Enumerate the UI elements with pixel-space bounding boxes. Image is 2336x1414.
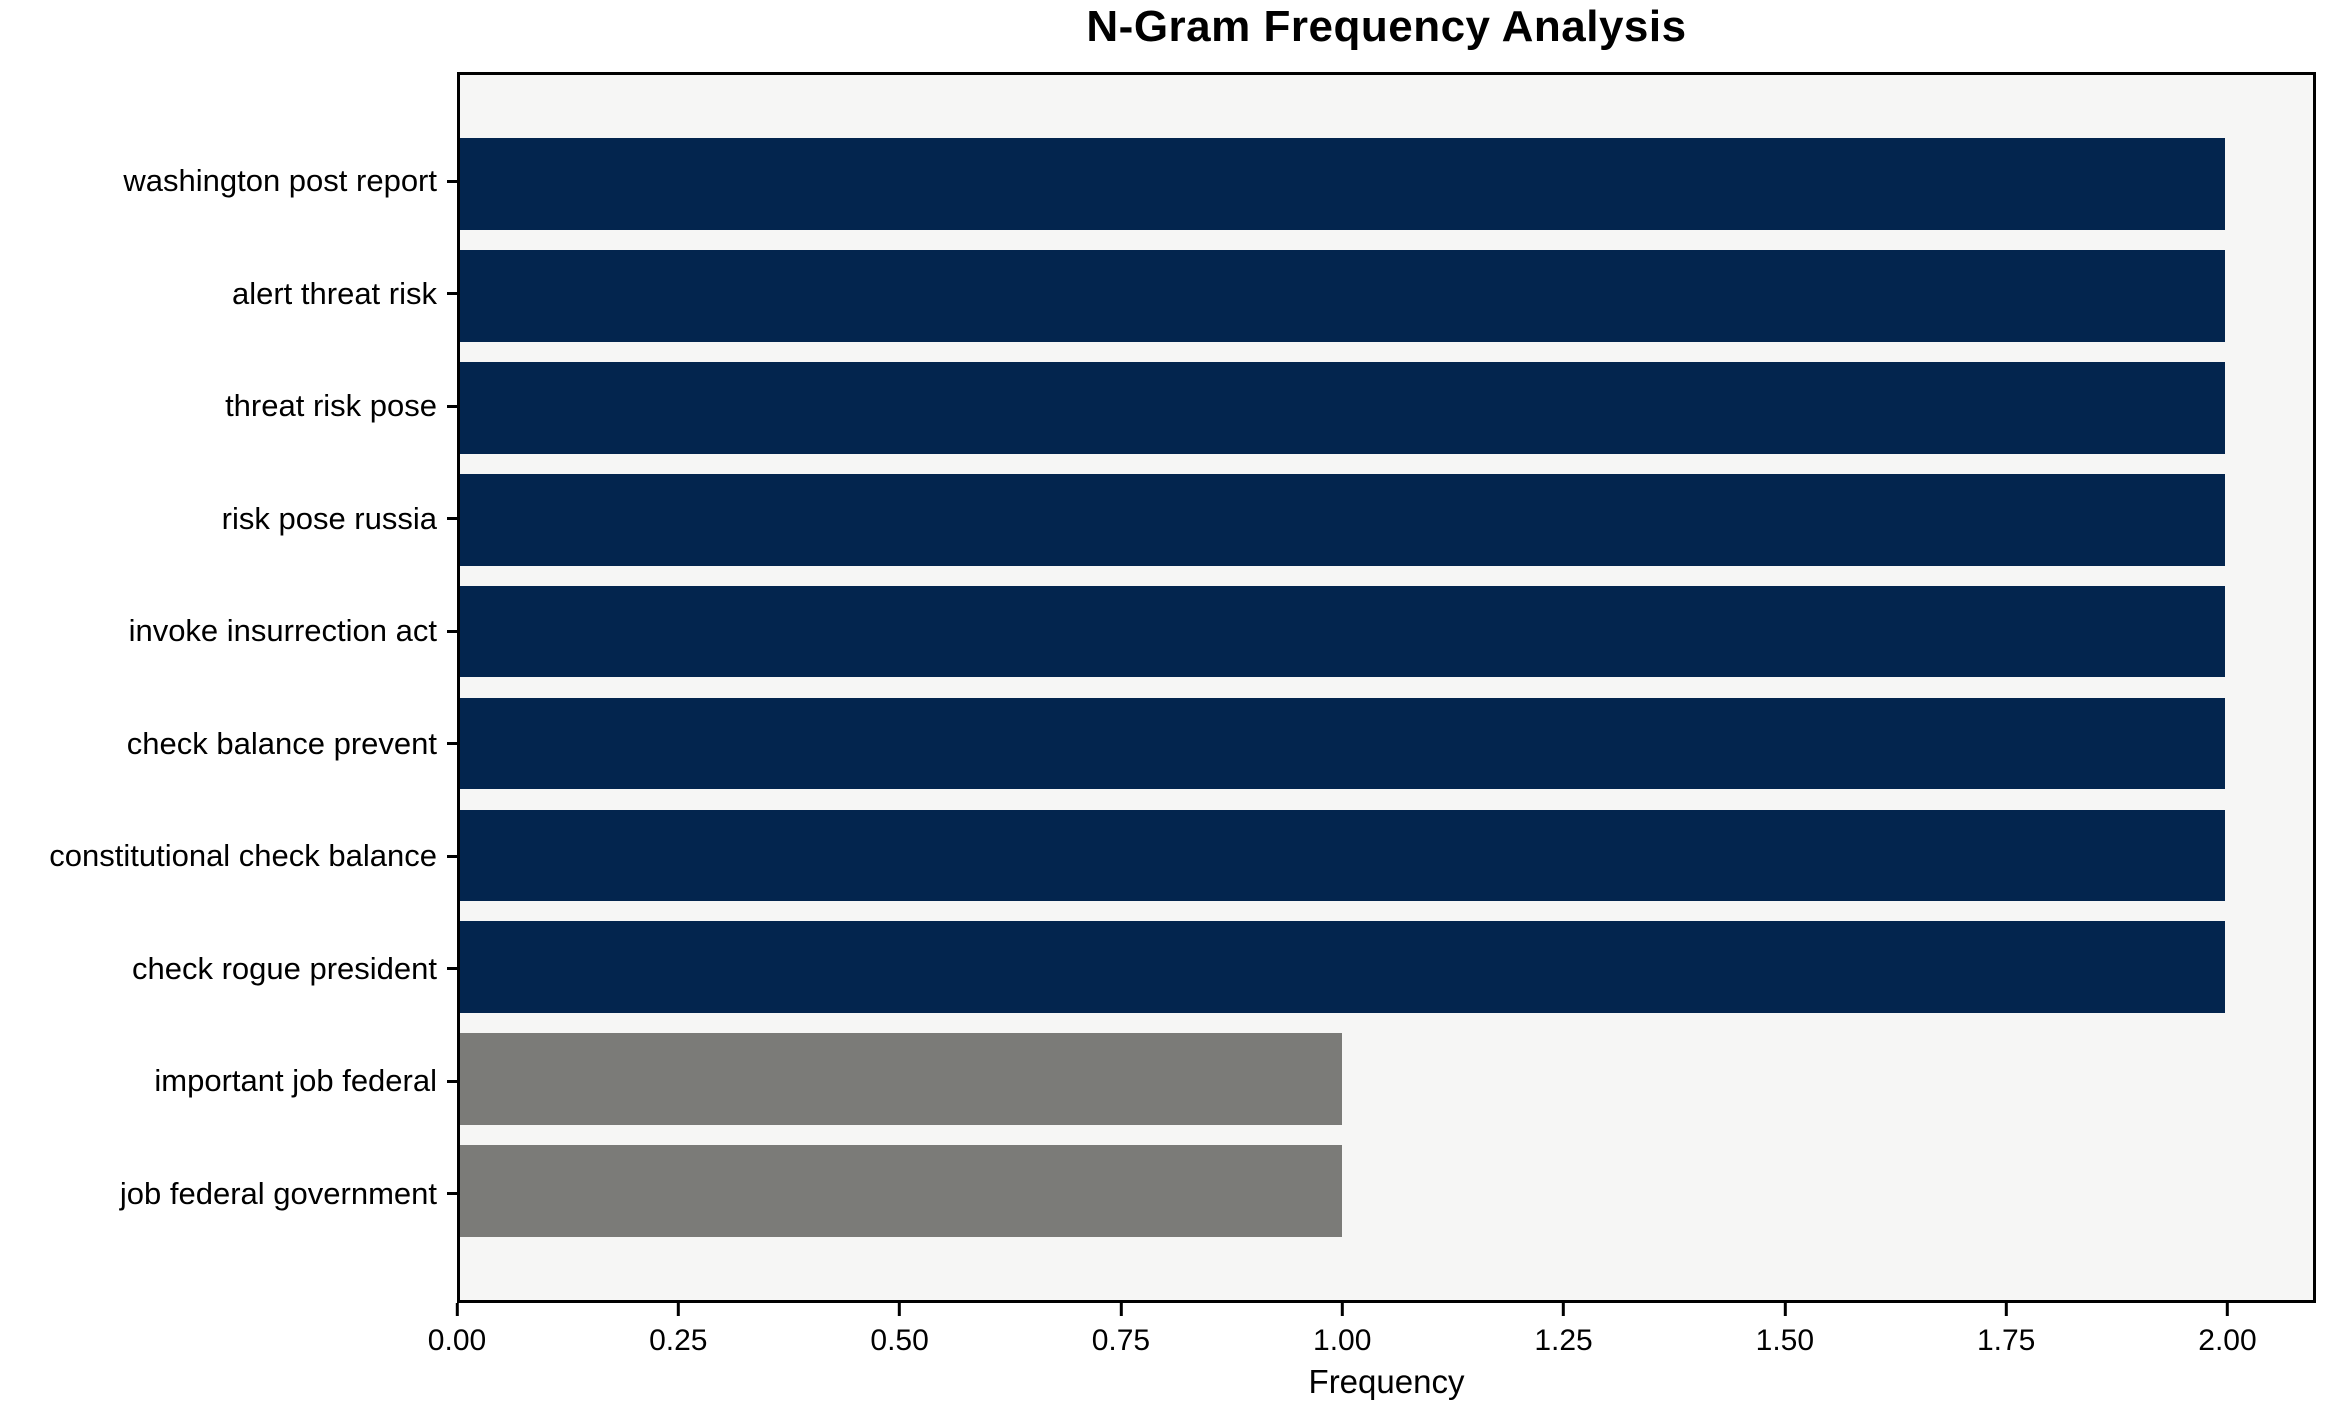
x-tick-mark (898, 1303, 902, 1316)
x-tick: 1.50 (1756, 1303, 1814, 1358)
bar (460, 249, 2225, 342)
y-label-row: important job federal (0, 1025, 457, 1138)
y-tick-mark (447, 517, 457, 521)
bar-row (460, 1023, 2313, 1135)
bar-row (460, 576, 2313, 688)
x-tick: 0.75 (1092, 1303, 1150, 1358)
x-tick: 2.00 (2198, 1303, 2257, 1358)
y-tick-label: check balance prevent (126, 725, 437, 761)
x-tick-label: 0.25 (649, 1324, 708, 1357)
chart-title: N-Gram Frequency Analysis (1086, 2, 1687, 51)
bar (460, 1145, 1343, 1237)
x-tick-label: 1.25 (1534, 1324, 1593, 1357)
bar (460, 361, 2225, 454)
bar-row (460, 911, 2313, 1023)
y-axis-labels: washington post report alert threat risk t… (0, 72, 457, 1303)
x-tick: 0.50 (870, 1303, 929, 1358)
x-axis-label: Frequency (1308, 1363, 1465, 1400)
y-label-row: check balance prevent (0, 688, 457, 801)
y-tick-label: check rogue president (131, 950, 437, 986)
bar-row (460, 799, 2313, 911)
y-label-row: alert threat risk (0, 238, 457, 351)
x-tick-label: 1.00 (1313, 1324, 1372, 1357)
x-tick-mark (455, 1303, 459, 1316)
y-label-row: job federal government (0, 1138, 457, 1251)
bar-rows (460, 75, 2313, 1300)
y-tick-label: alert threat risk (231, 275, 437, 311)
x-tick-label: 0.00 (427, 1324, 487, 1357)
y-tick-mark (447, 629, 457, 633)
y-tick-label: constitutional check balance (49, 838, 437, 874)
y-tick-label: washington post report (123, 163, 437, 199)
bar (460, 697, 2225, 790)
x-tick-label: 2.00 (2198, 1324, 2257, 1357)
y-tick-mark (447, 1079, 457, 1083)
y-tick-mark (447, 1192, 457, 1196)
y-tick-label: threat risk pose (225, 388, 437, 424)
x-tick-mark (2004, 1303, 2008, 1316)
x-tick: 0.25 (649, 1303, 707, 1358)
x-tick: 1.00 (1313, 1303, 1371, 1358)
bar (460, 921, 2225, 1014)
x-tick-label: 0.75 (1091, 1324, 1151, 1357)
y-label-row: constitutional check balance (0, 800, 457, 913)
x-tick-mark (1340, 1303, 1344, 1316)
x-tick-label: 1.75 (1976, 1324, 2036, 1357)
y-label-row: threat risk pose (0, 350, 457, 463)
x-tick-mark (1783, 1303, 1787, 1316)
bar-row (460, 464, 2313, 576)
bar-row (460, 1135, 2313, 1247)
y-tick-label: invoke insurrection act (128, 613, 437, 649)
bar (460, 585, 2225, 678)
y-tick-label: job federal government (119, 1175, 437, 1211)
bar-row (460, 240, 2313, 352)
x-tick-mark (1562, 1303, 1566, 1316)
x-tick-label: 0.50 (870, 1324, 929, 1357)
y-tick-mark (447, 179, 457, 183)
x-tick-mark (2225, 1303, 2229, 1316)
x-tick: 1.75 (1977, 1303, 2035, 1358)
y-tick-mark (447, 742, 457, 746)
y-tick-label: important job federal (154, 1063, 437, 1099)
bar-row (460, 128, 2313, 240)
y-tick-mark (447, 854, 457, 858)
y-tick-mark (447, 404, 457, 408)
x-tick-mark (676, 1303, 680, 1316)
x-axis: 0.00 0.25 0.50 0.75 1.00 1.25 1.50 1.75 2.00 (428, 1303, 2316, 1373)
bar (460, 138, 2225, 230)
x-tick: 0.00 (428, 1303, 486, 1358)
y-tick-label: risk pose russia (221, 500, 437, 536)
x-tick: 1.25 (1534, 1303, 1593, 1358)
y-tick-mark (447, 292, 457, 296)
bar (460, 1033, 1343, 1126)
y-label-row: washington post report (0, 125, 457, 238)
plot-area (457, 72, 2316, 1303)
y-label-row: check rogue president (0, 913, 457, 1026)
y-label-row: risk pose russia (0, 463, 457, 576)
x-tick-mark (1119, 1303, 1123, 1316)
bar (460, 809, 2225, 902)
bar-row (460, 352, 2313, 464)
y-label-row: invoke insurrection act (0, 575, 457, 688)
x-tick-label: 1.50 (1755, 1324, 1815, 1357)
y-tick-mark (447, 967, 457, 971)
bar-row (460, 688, 2313, 800)
bar (460, 473, 2225, 566)
